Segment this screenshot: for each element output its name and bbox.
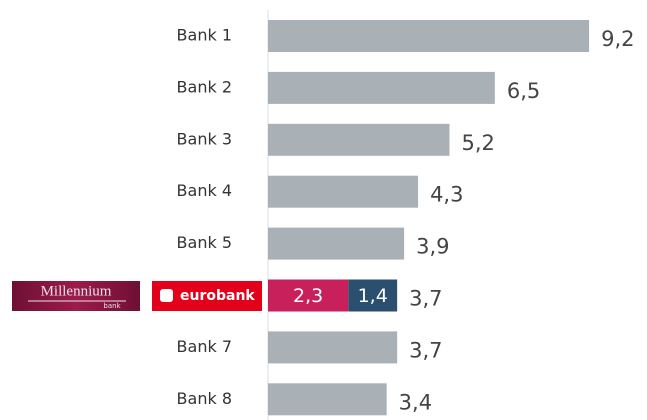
bar: [268, 279, 349, 312]
category-label: Bank 5: [177, 233, 232, 252]
bar: [268, 227, 405, 260]
logo-subtext: bank: [103, 302, 121, 310]
category-label: Bank 4: [177, 181, 232, 200]
bar: [268, 71, 495, 104]
bar: [268, 20, 590, 52]
eurobank-logo: eurobank: [152, 281, 262, 311]
total-label: 3,7: [409, 338, 442, 362]
total-label: 3,7: [409, 287, 442, 311]
bar: [268, 123, 450, 156]
total-label: 3,9: [416, 235, 449, 259]
logo-text: Millennium: [41, 283, 112, 299]
category-label: Bank 1: [177, 26, 232, 45]
segment-label: 2,3: [293, 285, 323, 307]
category-label: Bank 2: [177, 77, 232, 96]
category-label: Bank 7: [177, 337, 232, 356]
total-label: 5,2: [461, 131, 494, 155]
millennium-logo: Millennium bank: [12, 281, 140, 311]
bar: [348, 279, 398, 312]
logo-icon: [160, 289, 173, 302]
total-label: 9,2: [601, 27, 634, 51]
category-label: Bank 3: [177, 129, 232, 148]
bar: [268, 383, 387, 416]
bar: [268, 331, 398, 364]
total-label: 3,4: [399, 390, 432, 414]
logo-text: eurobank: [180, 288, 255, 304]
logo-box: [12, 281, 140, 311]
total-label: 4,3: [430, 183, 463, 207]
bar: [268, 175, 419, 208]
category-label: Bank 8: [177, 389, 232, 408]
segment-label: 1,4: [358, 285, 388, 307]
total-label: 6,5: [507, 79, 540, 103]
